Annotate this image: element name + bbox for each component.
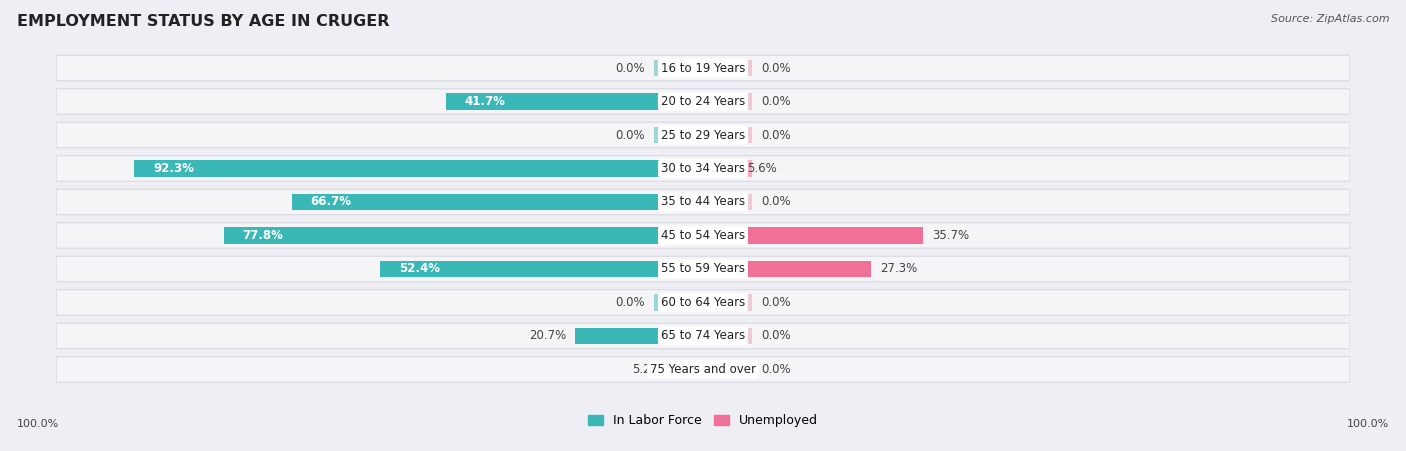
Text: EMPLOYMENT STATUS BY AGE IN CRUGER: EMPLOYMENT STATUS BY AGE IN CRUGER <box>17 14 389 28</box>
FancyBboxPatch shape <box>56 89 1350 114</box>
Text: 45 to 54 Years: 45 to 54 Years <box>661 229 745 242</box>
Text: Source: ZipAtlas.com: Source: ZipAtlas.com <box>1271 14 1389 23</box>
Text: 35 to 44 Years: 35 to 44 Years <box>661 195 745 208</box>
Text: 30 to 34 Years: 30 to 34 Years <box>661 162 745 175</box>
Bar <box>654 327 703 344</box>
Bar <box>703 160 738 177</box>
Text: 100.0%: 100.0% <box>17 419 59 429</box>
Bar <box>654 193 703 210</box>
Text: 66.7%: 66.7% <box>311 195 352 208</box>
FancyBboxPatch shape <box>56 55 1350 81</box>
Bar <box>703 193 752 210</box>
Text: 0.0%: 0.0% <box>762 363 792 376</box>
Bar <box>703 361 752 378</box>
Text: 0.0%: 0.0% <box>762 296 792 309</box>
Text: 77.8%: 77.8% <box>242 229 283 242</box>
Bar <box>703 261 872 277</box>
Text: 25 to 29 Years: 25 to 29 Years <box>661 129 745 142</box>
Legend: In Labor Force, Unemployed: In Labor Force, Unemployed <box>583 410 823 433</box>
Bar <box>703 327 752 344</box>
Bar <box>135 160 703 177</box>
Bar <box>654 227 703 244</box>
Text: 92.3%: 92.3% <box>153 162 194 175</box>
FancyBboxPatch shape <box>56 223 1350 248</box>
Bar <box>654 127 703 143</box>
FancyBboxPatch shape <box>56 323 1350 349</box>
Bar <box>671 361 703 378</box>
Text: 5.6%: 5.6% <box>747 162 776 175</box>
Bar <box>654 294 703 311</box>
Bar <box>703 294 752 311</box>
Bar <box>654 60 703 76</box>
Text: 0.0%: 0.0% <box>762 329 792 342</box>
FancyBboxPatch shape <box>56 156 1350 181</box>
Text: 0.0%: 0.0% <box>762 61 792 74</box>
Text: 27.3%: 27.3% <box>880 262 918 276</box>
FancyBboxPatch shape <box>56 357 1350 382</box>
Bar <box>575 327 703 344</box>
Bar <box>703 160 752 177</box>
Text: 75 Years and over: 75 Years and over <box>650 363 756 376</box>
FancyBboxPatch shape <box>56 290 1350 315</box>
Bar <box>703 261 752 277</box>
FancyBboxPatch shape <box>56 189 1350 215</box>
Text: 0.0%: 0.0% <box>614 296 644 309</box>
Bar <box>446 93 703 110</box>
Bar <box>654 93 703 110</box>
Bar <box>654 361 703 378</box>
Bar <box>703 93 752 110</box>
FancyBboxPatch shape <box>56 256 1350 282</box>
Text: 20 to 24 Years: 20 to 24 Years <box>661 95 745 108</box>
Text: 52.4%: 52.4% <box>399 262 440 276</box>
Bar <box>703 127 752 143</box>
Text: 60 to 64 Years: 60 to 64 Years <box>661 296 745 309</box>
Text: 65 to 74 Years: 65 to 74 Years <box>661 329 745 342</box>
Bar <box>292 193 703 210</box>
Bar <box>224 227 703 244</box>
Text: 16 to 19 Years: 16 to 19 Years <box>661 61 745 74</box>
Text: 0.0%: 0.0% <box>762 95 792 108</box>
Text: 5.2%: 5.2% <box>631 363 662 376</box>
Bar <box>703 227 922 244</box>
Text: 41.7%: 41.7% <box>464 95 506 108</box>
Bar <box>380 261 703 277</box>
Text: 55 to 59 Years: 55 to 59 Years <box>661 262 745 276</box>
FancyBboxPatch shape <box>56 122 1350 148</box>
Text: 100.0%: 100.0% <box>1347 419 1389 429</box>
Text: 0.0%: 0.0% <box>614 61 644 74</box>
Bar <box>654 261 703 277</box>
Bar <box>703 227 752 244</box>
Bar <box>654 160 703 177</box>
Text: 0.0%: 0.0% <box>762 129 792 142</box>
Text: 0.0%: 0.0% <box>762 195 792 208</box>
Text: 0.0%: 0.0% <box>614 129 644 142</box>
Text: 20.7%: 20.7% <box>529 329 567 342</box>
Bar <box>703 60 752 76</box>
Text: 35.7%: 35.7% <box>932 229 969 242</box>
